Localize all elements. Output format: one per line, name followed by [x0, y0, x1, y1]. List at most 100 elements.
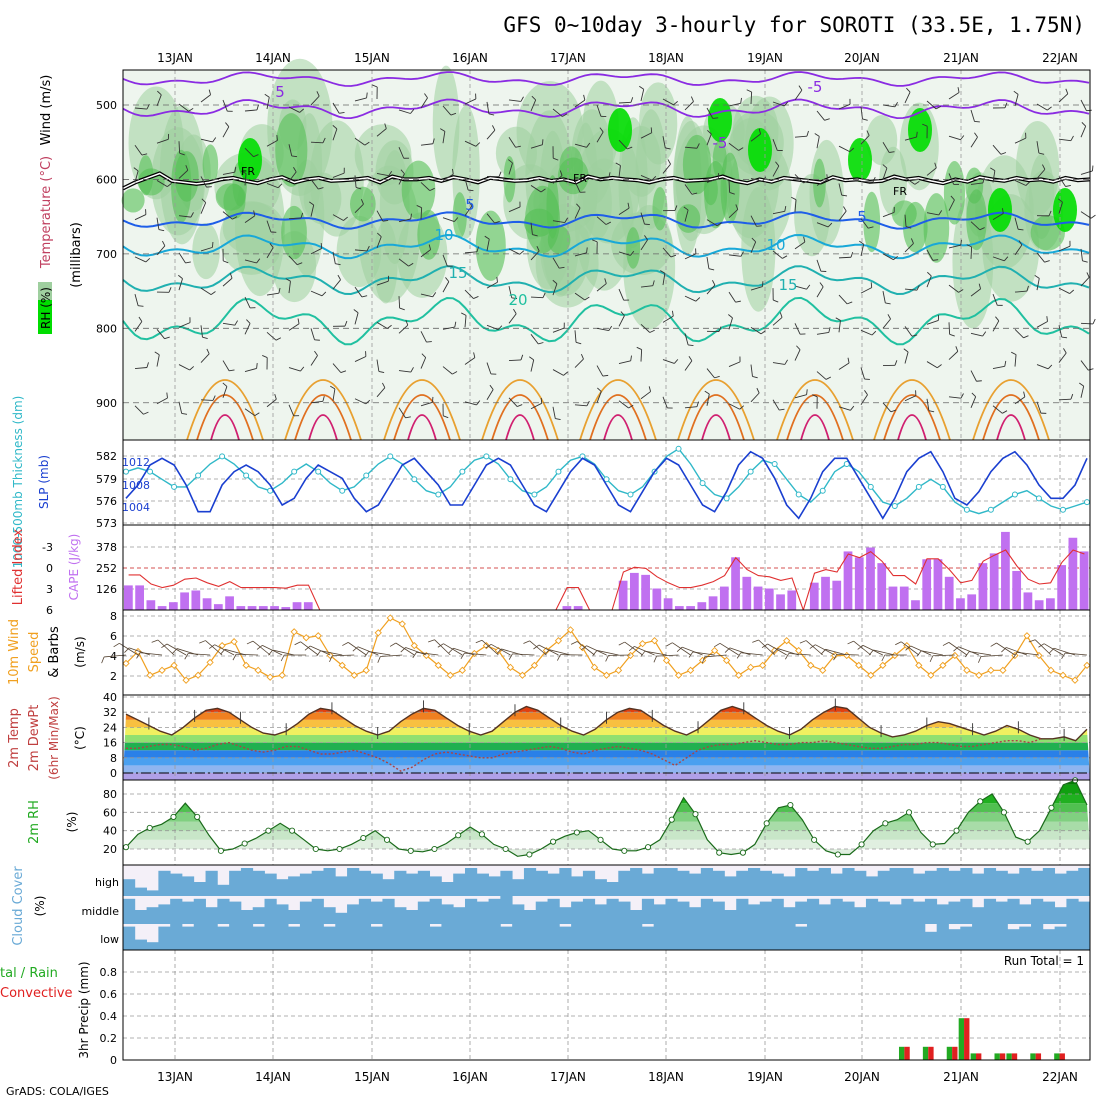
wind-speed-point	[1047, 666, 1055, 674]
wind-barb-shaft	[434, 639, 451, 656]
wind-barb-shaft	[288, 367, 301, 372]
cloud-bar	[123, 879, 136, 896]
wind-barb	[926, 361, 942, 369]
wind-barb	[772, 250, 788, 259]
cloud-bar	[948, 901, 961, 924]
wind-barb	[310, 328, 320, 341]
wind-barb-flag	[256, 363, 258, 369]
wind-barb-shaft	[376, 172, 389, 177]
date-label-top: 17JAN	[550, 51, 586, 65]
wind-barb-shaft	[794, 174, 804, 184]
wind-barb-shaft	[1034, 639, 1052, 656]
rh-point	[882, 820, 889, 827]
wind-barb-flag	[330, 385, 336, 390]
tick-label: 252	[96, 562, 117, 575]
wind-barb	[596, 365, 609, 377]
wind-barb	[246, 640, 271, 656]
cloud-bar	[830, 898, 843, 924]
wind-barb	[266, 134, 278, 147]
cape-bar	[674, 606, 684, 610]
cape-bar	[922, 559, 932, 610]
tick-label: 1008	[122, 479, 150, 492]
wind-barb-flag	[172, 648, 178, 654]
wind-barb-shaft	[508, 397, 518, 407]
wind-barb-shaft	[332, 363, 342, 373]
wind-barb-flag	[206, 348, 210, 354]
wind-barb	[1079, 382, 1085, 398]
cloud-bar	[665, 924, 678, 950]
wind-barb-flag	[784, 359, 788, 365]
cloud-bar	[1066, 870, 1079, 896]
contour-label: 5	[465, 196, 475, 214]
wind-barb-flag	[542, 139, 544, 145]
wind-barb-flag	[605, 221, 612, 225]
wind-barb-flag	[520, 96, 524, 102]
temperature-contour	[603, 414, 633, 441]
wind-barb-shaft	[1036, 141, 1040, 154]
cloud-bar	[854, 907, 867, 924]
wind-barb-flag	[728, 314, 733, 319]
wind-barb	[178, 364, 195, 371]
wind-barb-flag	[335, 263, 341, 266]
wind-barb-flag	[378, 370, 385, 374]
wind-barb	[750, 326, 766, 335]
wind-barb-shaft	[992, 405, 1003, 414]
rh-shading	[138, 155, 154, 196]
wind-barb-flag	[365, 351, 367, 357]
wind-barb-flag	[538, 342, 544, 345]
wind-barb	[310, 395, 325, 404]
cloud-bar	[382, 924, 395, 950]
cape-bar	[697, 602, 707, 610]
wind-barb	[794, 323, 806, 335]
wind-barb-flag	[751, 237, 757, 243]
wind-barb-shaft	[728, 317, 733, 330]
wind-barb-flag	[222, 382, 228, 387]
wind-barb-flag	[847, 301, 853, 305]
cloud-bar	[1019, 904, 1032, 924]
wind-barb-shaft	[662, 396, 668, 409]
thickness-point	[315, 468, 322, 475]
wind-barb-flag	[820, 649, 826, 655]
wind-barb	[376, 382, 386, 398]
wind-barb-flag	[250, 307, 256, 309]
wind-barb-flag	[167, 183, 172, 187]
wind-barb-flag	[773, 299, 779, 303]
thickness-point	[195, 472, 202, 479]
wind-barb-shaft	[354, 137, 366, 146]
wind-barb-shaft	[236, 653, 259, 656]
thickness-point	[411, 476, 418, 483]
wind-barb-shaft	[1080, 99, 1087, 111]
wind-barb-flag	[208, 644, 215, 649]
wind-barb-flag	[784, 205, 787, 212]
wind-barb-shaft	[948, 92, 960, 100]
wind-barb-flag	[161, 643, 168, 649]
wind-barb-flag	[937, 315, 940, 321]
wind-barb-shaft	[970, 370, 977, 382]
wind-barb-shaft	[684, 333, 689, 346]
wind-barb-flag	[581, 645, 587, 651]
date-label-top: 14JAN	[255, 51, 291, 65]
rh-point	[407, 847, 414, 854]
wind-barb-flag	[403, 157, 410, 159]
tick-label: 20	[103, 843, 117, 856]
wind-barb-flag	[911, 334, 918, 337]
cloud-bar	[924, 931, 938, 950]
wind-barb-shaft	[1036, 103, 1048, 111]
cloud-bar	[170, 924, 183, 950]
wind-barb	[615, 162, 621, 178]
wind-barb	[942, 642, 968, 656]
wind-barb-shaft	[354, 312, 359, 325]
wind-barb	[288, 404, 300, 417]
cape-bar	[731, 557, 740, 610]
wind-barb-shaft	[134, 214, 147, 221]
wind-barb-shaft	[420, 182, 431, 191]
wind-barb-shaft	[376, 210, 384, 222]
contour-label: FR	[573, 172, 587, 185]
wind-barb-flag	[916, 650, 922, 657]
wind-barb-flag	[630, 250, 635, 256]
cloud-bar	[972, 907, 985, 924]
wind-barb-flag	[905, 645, 911, 651]
cloud-bar	[736, 870, 749, 896]
cloud-bar	[854, 870, 867, 896]
wind-barb-shaft	[486, 239, 490, 251]
